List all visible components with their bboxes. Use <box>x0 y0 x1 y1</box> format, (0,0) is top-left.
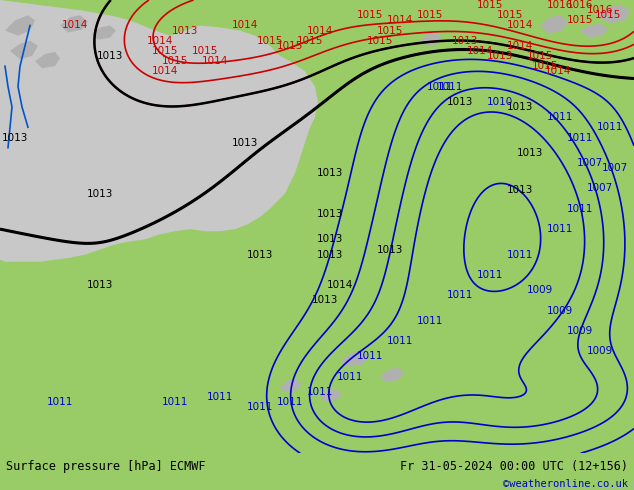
Polygon shape <box>580 24 608 38</box>
Text: 1014: 1014 <box>61 21 88 30</box>
Text: 1013: 1013 <box>87 189 113 198</box>
Text: 1013: 1013 <box>312 295 338 305</box>
Text: 1011: 1011 <box>417 316 443 326</box>
Text: 1011: 1011 <box>427 81 453 92</box>
Text: 1015: 1015 <box>297 36 323 46</box>
Text: 1015: 1015 <box>532 61 558 71</box>
Polygon shape <box>280 379 302 392</box>
Text: 1011: 1011 <box>567 132 593 143</box>
Text: 1013: 1013 <box>517 148 543 158</box>
Text: 1016: 1016 <box>567 0 593 10</box>
Text: 1014: 1014 <box>387 15 413 25</box>
Text: 1009: 1009 <box>587 346 613 356</box>
Polygon shape <box>5 15 35 36</box>
Text: 1015: 1015 <box>152 46 178 56</box>
Text: 1009: 1009 <box>567 326 593 336</box>
Text: 1014: 1014 <box>202 56 228 66</box>
Text: 1014: 1014 <box>232 21 258 30</box>
Text: 1011: 1011 <box>357 351 383 362</box>
Text: 1014: 1014 <box>507 21 533 30</box>
Text: 1013: 1013 <box>507 102 533 112</box>
Text: 1015: 1015 <box>497 10 523 20</box>
Text: 1015: 1015 <box>367 36 393 46</box>
Text: 1011: 1011 <box>597 122 623 132</box>
Text: 1014: 1014 <box>327 280 353 290</box>
Text: 1009: 1009 <box>547 306 573 316</box>
Text: 1015: 1015 <box>357 10 383 20</box>
Polygon shape <box>420 33 442 46</box>
Polygon shape <box>340 351 368 367</box>
Text: 1007: 1007 <box>577 158 603 168</box>
Text: 1009: 1009 <box>527 285 553 295</box>
Text: 1015: 1015 <box>417 10 443 20</box>
Text: 1013: 1013 <box>317 234 343 245</box>
Text: 1013: 1013 <box>507 186 533 196</box>
Text: 1014: 1014 <box>152 66 178 76</box>
Text: 1013: 1013 <box>2 132 28 143</box>
Text: 1011: 1011 <box>477 270 503 280</box>
Text: 1013: 1013 <box>452 36 478 46</box>
Polygon shape <box>540 15 568 34</box>
Text: 1014: 1014 <box>307 25 333 36</box>
Text: ©weatheronline.co.uk: ©weatheronline.co.uk <box>503 480 628 490</box>
Text: 1013: 1013 <box>232 138 258 147</box>
Text: 1011: 1011 <box>277 397 303 407</box>
Text: 1011: 1011 <box>207 392 233 402</box>
Polygon shape <box>35 52 60 68</box>
Text: Surface pressure [hPa] ECMWF: Surface pressure [hPa] ECMWF <box>6 460 206 473</box>
Text: 1011: 1011 <box>507 249 533 260</box>
Text: 1015: 1015 <box>377 25 403 36</box>
Text: 1011: 1011 <box>447 291 473 300</box>
Text: 1011: 1011 <box>437 81 463 92</box>
Text: 1014: 1014 <box>467 46 493 56</box>
Polygon shape <box>92 25 116 40</box>
Text: 1015: 1015 <box>162 56 188 66</box>
Polygon shape <box>60 15 88 33</box>
Polygon shape <box>320 389 342 401</box>
Text: 1010: 1010 <box>487 97 513 107</box>
Text: 1015: 1015 <box>595 10 621 20</box>
Text: 1013: 1013 <box>317 249 343 260</box>
Text: 1015: 1015 <box>277 41 303 51</box>
Text: 1014: 1014 <box>147 36 173 46</box>
Polygon shape <box>0 0 318 262</box>
Polygon shape <box>10 41 38 59</box>
Text: 1007: 1007 <box>602 163 628 173</box>
Text: 1011: 1011 <box>547 112 573 122</box>
Text: 1013: 1013 <box>317 209 343 219</box>
Text: 1011: 1011 <box>387 336 413 346</box>
Text: 1011: 1011 <box>567 204 593 214</box>
Text: 1013: 1013 <box>487 51 513 61</box>
Text: 1013: 1013 <box>377 245 403 254</box>
Text: 1014: 1014 <box>507 41 533 51</box>
Text: 1013: 1013 <box>172 25 198 36</box>
Text: 1015: 1015 <box>567 15 593 25</box>
Text: 1011: 1011 <box>307 387 333 397</box>
Text: 1011: 1011 <box>162 397 188 407</box>
Text: 1007: 1007 <box>587 183 613 194</box>
Text: 1013: 1013 <box>317 168 343 178</box>
Text: 1013: 1013 <box>97 51 123 61</box>
Text: 1015: 1015 <box>257 36 283 46</box>
Text: 1014: 1014 <box>545 66 571 76</box>
Text: 1011: 1011 <box>337 372 363 382</box>
Text: 1013: 1013 <box>87 280 113 290</box>
Text: Fr 31-05-2024 00:00 UTC (12+156): Fr 31-05-2024 00:00 UTC (12+156) <box>399 460 628 473</box>
Text: 1013: 1013 <box>247 249 273 260</box>
Polygon shape <box>595 5 630 24</box>
Text: 1015: 1015 <box>477 0 503 10</box>
Text: 1011: 1011 <box>247 402 273 413</box>
Text: 1015: 1015 <box>527 51 553 61</box>
Text: 1013: 1013 <box>447 97 473 107</box>
Text: 1011: 1011 <box>547 224 573 234</box>
Text: 1015: 1015 <box>192 46 218 56</box>
Polygon shape <box>380 368 404 382</box>
Text: 1016: 1016 <box>547 0 573 10</box>
Text: 1016: 1016 <box>587 5 613 15</box>
Text: 1011: 1011 <box>47 397 73 407</box>
